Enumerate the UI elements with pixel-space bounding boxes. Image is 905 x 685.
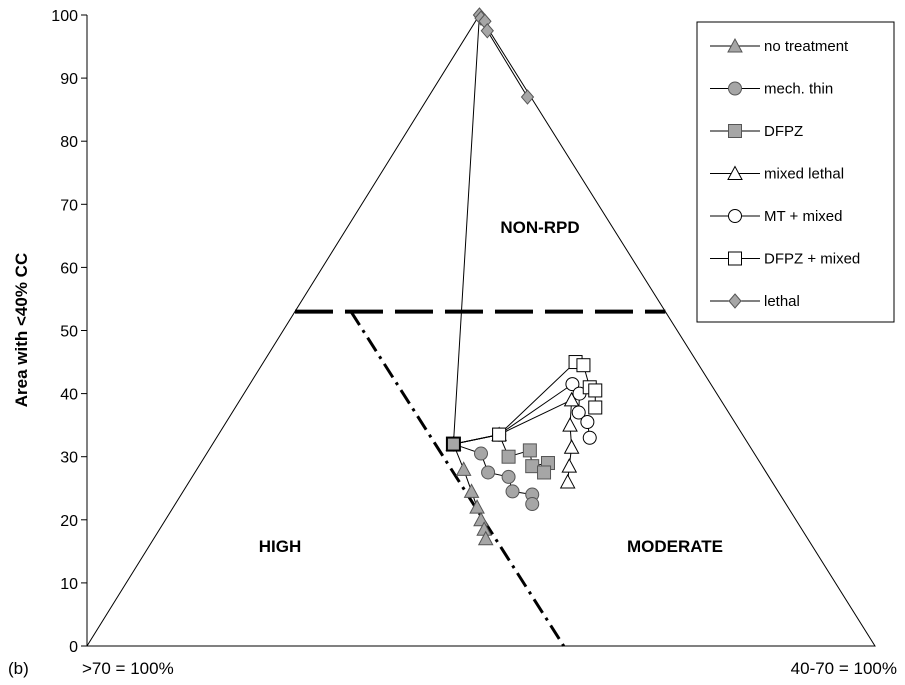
legend-marker-no-treatment bbox=[727, 37, 743, 53]
boundary-dashdot-line bbox=[349, 310, 566, 647]
data-point-mech-thin bbox=[481, 465, 496, 480]
data-point-mixed-lethal bbox=[563, 391, 580, 407]
y-tick-label: 90 bbox=[60, 71, 78, 88]
data-point-no-treatment bbox=[473, 511, 489, 527]
data-point-mech-thin bbox=[525, 497, 540, 512]
panel-label: (b) bbox=[8, 659, 29, 678]
legend-label-lethal: lethal bbox=[764, 293, 800, 310]
legend-label-no-treatment: no treatment bbox=[764, 38, 849, 55]
data-point-no-treatment bbox=[455, 461, 472, 476]
y-tick-label: 20 bbox=[60, 513, 78, 530]
legend: no treatment mech. thin DFPZ mixed lethal MT… bbox=[696, 21, 895, 323]
data-point-no-treatment bbox=[477, 530, 494, 546]
y-tick-label: 80 bbox=[60, 134, 78, 151]
y-tick-label: 40 bbox=[60, 387, 78, 404]
legend-label-mixed-lethal: mixed lethal bbox=[764, 166, 844, 183]
series-dfpz-mixed bbox=[446, 355, 603, 452]
region-label-moderate: MODERATE bbox=[627, 537, 723, 556]
data-point-dfpz-mixed bbox=[588, 383, 603, 398]
corner-label-right: 40-70 = 100% bbox=[791, 659, 897, 678]
data-point-dfpz bbox=[537, 465, 552, 480]
y-ticks: 0 10 20 30 40 50 60 70 80 90 100 bbox=[51, 8, 87, 656]
data-point-mt-mixed bbox=[571, 405, 586, 420]
y-tick-label: 100 bbox=[51, 8, 78, 25]
data-point-dfpz-mixed bbox=[588, 400, 603, 415]
data-point-dfpz bbox=[522, 443, 537, 458]
y-tick-label: 0 bbox=[69, 639, 78, 656]
data-point-dfpz-mixed bbox=[576, 358, 591, 373]
y-axis-label: Area with <40% CC bbox=[12, 253, 31, 407]
region-label-high: HIGH bbox=[259, 537, 302, 556]
corner-label-left: >70 = 100% bbox=[82, 659, 174, 678]
data-point-mixed-lethal bbox=[563, 439, 580, 454]
data-point-mixed-lethal bbox=[562, 417, 578, 432]
series-mech-thin bbox=[446, 437, 540, 512]
legend-item-dfpz: DFPZ bbox=[710, 123, 803, 140]
region-label-non-rpd: NON-RPD bbox=[500, 218, 579, 237]
data-point-no-treatment bbox=[463, 483, 480, 498]
start-point-marker bbox=[445, 436, 461, 452]
legend-marker-lethal bbox=[728, 293, 742, 309]
legend-label-mt-mixed: MT + mixed bbox=[764, 208, 843, 225]
y-tick-label: 30 bbox=[60, 450, 78, 467]
data-point-dfpz bbox=[501, 449, 516, 464]
legend-label-dfpz: DFPZ bbox=[764, 123, 803, 140]
legend-item-mt-mixed: MT + mixed bbox=[710, 208, 843, 225]
data-point-no-treatment bbox=[469, 499, 485, 514]
y-tick-label: 50 bbox=[60, 324, 78, 341]
data-point-mixed-lethal bbox=[561, 458, 578, 473]
y-tick-label: 60 bbox=[60, 260, 78, 277]
data-point-mt-mixed bbox=[582, 430, 597, 445]
data-point-lethal bbox=[520, 89, 535, 105]
data-point-mech-thin bbox=[505, 484, 520, 499]
series-mt-mixed bbox=[446, 377, 597, 452]
legend-box bbox=[696, 21, 895, 323]
data-point-lethal bbox=[480, 23, 494, 39]
legend-item-no-treatment: no treatment bbox=[710, 37, 849, 55]
series-layer bbox=[445, 7, 603, 546]
data-point-mt-mixed bbox=[580, 414, 595, 429]
legend-marker-dfpz-mixed bbox=[728, 251, 742, 266]
data-point-mech-thin bbox=[501, 469, 516, 484]
data-point-mt-mixed bbox=[565, 377, 580, 392]
y-axis: 0 10 20 30 40 50 60 70 80 90 100 bbox=[51, 8, 88, 656]
legend-item-lethal: lethal bbox=[710, 293, 800, 310]
legend-label-dfpz-mixed: DFPZ + mixed bbox=[764, 251, 860, 268]
data-point-dfpz-mixed bbox=[492, 427, 507, 442]
series-line-mt-mixed bbox=[453, 383, 591, 445]
data-point-dfpz bbox=[525, 459, 540, 474]
data-point-mech-thin bbox=[474, 446, 488, 461]
y-tick-label: 70 bbox=[60, 197, 78, 214]
legend-marker-mech-thin bbox=[728, 81, 742, 96]
legend-items: no treatment mech. thin DFPZ mixed lethal MT… bbox=[710, 37, 860, 310]
legend-marker-dfpz bbox=[728, 124, 742, 138]
ternary-triangle bbox=[86, 14, 876, 647]
legend-item-mech-thin: mech. thin bbox=[710, 81, 833, 98]
legend-item-mixed-lethal: mixed lethal bbox=[710, 165, 844, 183]
legend-marker-mixed-lethal bbox=[727, 165, 743, 180]
y-tick-label: 10 bbox=[60, 576, 78, 593]
legend-label-mech-thin: mech. thin bbox=[764, 81, 833, 98]
data-point-mixed-lethal bbox=[559, 473, 576, 489]
legend-marker-mt-mixed bbox=[728, 209, 742, 223]
legend-item-dfpz-mixed: DFPZ + mixed bbox=[710, 251, 860, 268]
